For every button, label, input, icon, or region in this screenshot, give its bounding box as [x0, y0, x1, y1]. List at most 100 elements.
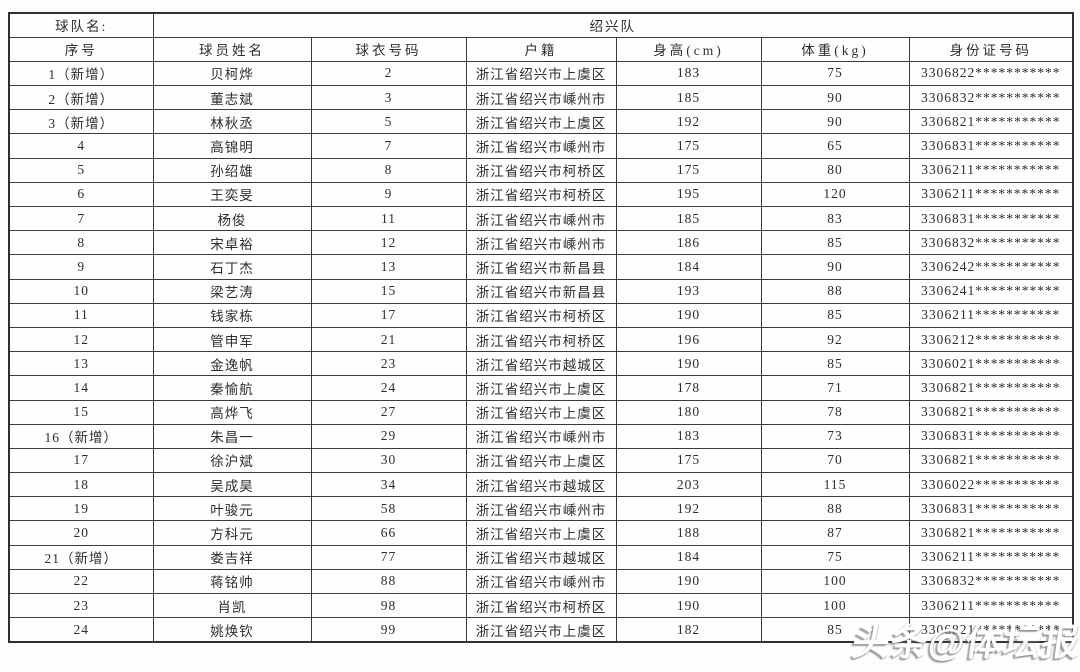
- cell-jersey-number: 8: [310, 157, 467, 183]
- cell-jersey-number: 2: [310, 60, 467, 87]
- cell-weight: 73: [760, 423, 910, 449]
- column-header-row: 序号 球员姓名 球衣号码 户籍 身高(cm) 体重(kg) 身份证号码: [8, 36, 1074, 62]
- cell-id-number: 3306822***********: [908, 60, 1074, 87]
- cell-height: 184: [615, 254, 762, 280]
- cell-jersey-number: 77: [310, 544, 467, 570]
- player-row: 9 石丁杰 13 浙江省绍兴市新昌县 184 90 3306242***********: [8, 254, 1074, 280]
- cell-player-name: 宋卓裕: [152, 230, 312, 256]
- player-row: 7 杨俊 11 浙江省绍兴市嵊州市 185 83 3306831***********: [8, 205, 1074, 232]
- cell-index: 17: [8, 447, 154, 474]
- player-row: 3（新增） 林秋丞 5 浙江省绍兴市上虞区 192 90 3306821**********…: [8, 109, 1074, 135]
- cell-player-name: 徐沪斌: [152, 447, 312, 474]
- column-header-player-name: 球员姓名: [152, 36, 312, 62]
- cell-id-number: 3306211***********: [908, 302, 1074, 328]
- cell-player-name: 姚焕钦: [152, 617, 312, 643]
- cell-height: 195: [615, 181, 762, 208]
- cell-weight: 83: [760, 205, 910, 232]
- player-row: 14 秦愉航 24 浙江省绍兴市上虞区 178 71 3306821***********: [8, 375, 1074, 401]
- cell-id-number: 3306831***********: [908, 423, 1074, 449]
- cell-id-number: 3306211***********: [908, 157, 1074, 183]
- cell-index: 23: [8, 592, 154, 619]
- cell-jersey-number: 24: [310, 375, 467, 401]
- cell-height: 196: [615, 326, 762, 353]
- cell-weight: 78: [760, 399, 910, 425]
- cell-id-number: 3306241***********: [908, 278, 1074, 304]
- cell-index: 9: [8, 254, 154, 280]
- cell-height: 190: [615, 302, 762, 328]
- player-row: 21（新增） 娄吉祥 77 浙江省绍兴市越城区 184 75 3306211********…: [8, 544, 1074, 570]
- cell-height: 183: [615, 60, 762, 87]
- player-row: 15 高烨飞 27 浙江省绍兴市上虞区 180 78 3306821***********: [8, 399, 1074, 425]
- cell-player-name: 秦愉航: [152, 375, 312, 401]
- cell-index: 10: [8, 278, 154, 304]
- player-row: 4 高锦明 7 浙江省绍兴市嵊州市 175 65 3306831***********: [8, 133, 1074, 159]
- cell-player-name: 石丁杰: [152, 254, 312, 280]
- cell-residence: 浙江省绍兴市嵊州市: [465, 230, 617, 256]
- cell-weight: 90: [760, 85, 910, 111]
- player-row: 5 孙绍雄 8 浙江省绍兴市柯桥区 175 80 3306211***********: [8, 157, 1074, 183]
- cell-id-number: 3306211***********: [908, 181, 1074, 208]
- cell-weight: 90: [760, 254, 910, 280]
- cell-jersey-number: 27: [310, 399, 467, 425]
- cell-height: 203: [615, 472, 762, 498]
- cell-player-name: 蒋铭帅: [152, 568, 312, 595]
- column-header-residence: 户籍: [465, 36, 617, 62]
- cell-player-name: 肖凯: [152, 592, 312, 619]
- cell-height: 186: [615, 230, 762, 256]
- cell-height: 185: [615, 205, 762, 232]
- cell-index: 13: [8, 351, 154, 377]
- cell-height: 190: [615, 351, 762, 377]
- cell-player-name: 梁艺涛: [152, 278, 312, 304]
- cell-index: 12: [8, 326, 154, 353]
- cell-weight: 88: [760, 278, 910, 304]
- player-row: 16（新增） 朱昌一 29 浙江省绍兴市嵊州市 183 73 3306831********…: [8, 423, 1074, 449]
- player-row: 2（新增） 董志斌 3 浙江省绍兴市嵊州市 185 90 3306832**********…: [8, 85, 1074, 111]
- cell-index: 3（新增）: [8, 109, 154, 135]
- cell-weight: 87: [760, 520, 910, 546]
- cell-jersey-number: 15: [310, 278, 467, 304]
- cell-height: 185: [615, 85, 762, 111]
- cell-id-number: 3306832***********: [908, 85, 1074, 111]
- cell-id-number: 3306832***********: [908, 230, 1074, 256]
- cell-jersey-number: 12: [310, 230, 467, 256]
- cell-height: 193: [615, 278, 762, 304]
- cell-height: 183: [615, 423, 762, 449]
- cell-jersey-number: 58: [310, 496, 467, 522]
- player-row: 11 钱家栋 17 浙江省绍兴市柯桥区 190 85 3306211***********: [8, 302, 1074, 328]
- cell-weight: 85: [760, 617, 910, 643]
- cell-id-number: 3306211***********: [908, 544, 1074, 570]
- cell-index: 24: [8, 617, 154, 643]
- cell-jersey-number: 13: [310, 254, 467, 280]
- cell-id-number: 3306821***********: [908, 617, 1074, 643]
- cell-jersey-number: 29: [310, 423, 467, 449]
- cell-player-name: 钱家栋: [152, 302, 312, 328]
- cell-id-number: 3306831***********: [908, 496, 1074, 522]
- cell-weight: 80: [760, 157, 910, 183]
- cell-player-name: 杨俊: [152, 205, 312, 232]
- cell-id-number: 3306821***********: [908, 375, 1074, 401]
- player-row: 8 宋卓裕 12 浙江省绍兴市嵊州市 186 85 3306832***********: [8, 230, 1074, 256]
- cell-height: 178: [615, 375, 762, 401]
- cell-player-name: 王奕旻: [152, 181, 312, 208]
- cell-player-name: 叶骏元: [152, 496, 312, 522]
- cell-index: 4: [8, 133, 154, 159]
- cell-residence: 浙江省绍兴市柯桥区: [465, 592, 617, 619]
- cell-id-number: 3306821***********: [908, 520, 1074, 546]
- cell-jersey-number: 34: [310, 472, 467, 498]
- player-row: 24 姚焕钦 99 浙江省绍兴市上虞区 182 85 3306821***********: [8, 617, 1074, 643]
- cell-index: 6: [8, 181, 154, 208]
- cell-weight: 115: [760, 472, 910, 498]
- cell-residence: 浙江省绍兴市柯桥区: [465, 157, 617, 183]
- column-header-weight: 体重(kg): [760, 36, 910, 62]
- team-name-value: 绍兴队: [152, 12, 1074, 38]
- cell-weight: 65: [760, 133, 910, 159]
- cell-jersey-number: 9: [310, 181, 467, 208]
- cell-height: 190: [615, 568, 762, 595]
- cell-index: 2（新增）: [8, 85, 154, 111]
- cell-residence: 浙江省绍兴市嵊州市: [465, 568, 617, 595]
- cell-height: 175: [615, 157, 762, 183]
- cell-height: 184: [615, 544, 762, 570]
- cell-weight: 100: [760, 568, 910, 595]
- column-header-height: 身高(cm): [615, 36, 762, 62]
